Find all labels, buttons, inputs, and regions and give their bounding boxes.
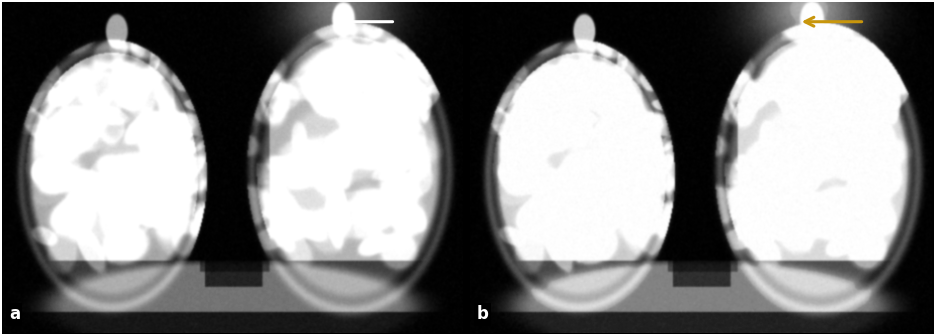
Text: b: b	[476, 305, 488, 323]
Text: a: a	[8, 305, 20, 323]
